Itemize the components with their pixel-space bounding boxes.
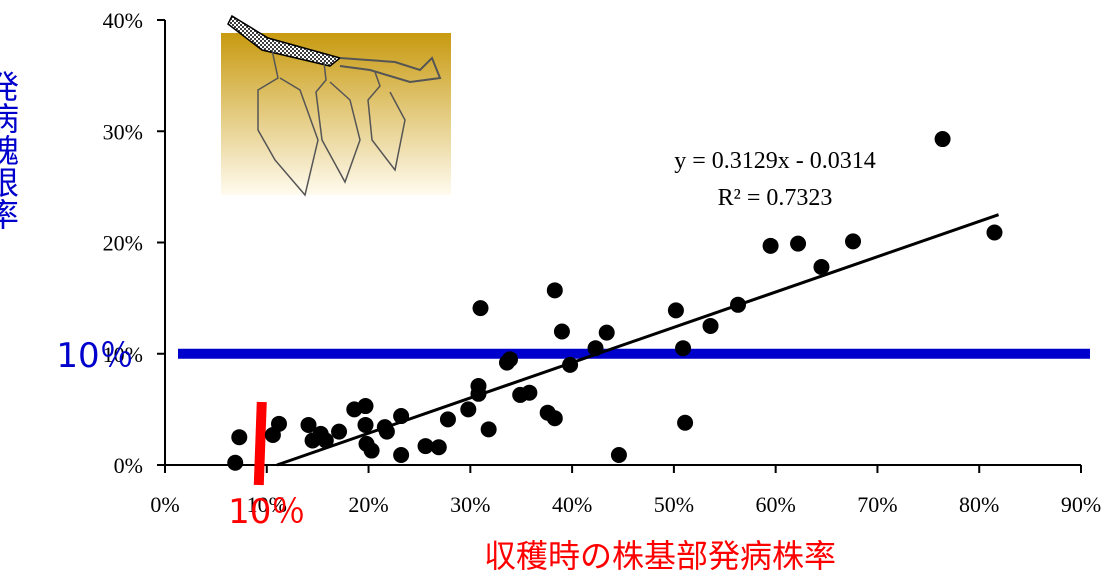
- point: [331, 424, 347, 440]
- reference-label: 10％: [228, 492, 305, 532]
- x-tick-label: 80%: [959, 492, 999, 517]
- x-tick-label: 70%: [857, 492, 897, 517]
- point: [935, 131, 951, 147]
- point: [440, 411, 456, 427]
- y-tick-label: 30%: [103, 119, 143, 144]
- reference-label: 10％: [56, 336, 133, 376]
- x-tick-label: 40%: [552, 492, 592, 517]
- point: [675, 340, 691, 356]
- point: [227, 455, 243, 471]
- point: [460, 401, 476, 417]
- inset-illustration: [221, 16, 451, 195]
- point: [845, 233, 861, 249]
- point: [730, 297, 746, 313]
- point: [790, 236, 806, 252]
- point: [481, 421, 497, 437]
- point: [547, 410, 563, 426]
- reference-mark: [259, 402, 262, 485]
- point: [473, 300, 489, 316]
- y-axis-label: 発病塊根率: [0, 70, 20, 230]
- point: [358, 417, 374, 433]
- point: [554, 324, 570, 340]
- x-tick-label: 20%: [348, 492, 388, 517]
- point: [271, 416, 287, 432]
- point: [318, 433, 334, 449]
- point: [502, 351, 518, 367]
- point: [599, 325, 615, 341]
- y-tick-label: 40%: [103, 8, 143, 33]
- x-tick-label: 50%: [654, 492, 694, 517]
- point: [986, 224, 1002, 240]
- equation: y = 0.3129x - 0.0314: [674, 148, 876, 174]
- point: [813, 259, 829, 275]
- point: [588, 340, 604, 356]
- point: [358, 398, 374, 414]
- y-tick-label: 20%: [103, 231, 143, 256]
- x-tick-label: 30%: [450, 492, 490, 517]
- r-squared: R² = 0.7323: [718, 185, 833, 211]
- point: [393, 408, 409, 424]
- x-tick-label: 0%: [150, 492, 179, 517]
- x-tick-label: 90%: [1061, 492, 1101, 517]
- page: {"chart_data":{"type":"scatter", "x_labe…: [0, 0, 1116, 586]
- y-tick-label: 0%: [114, 453, 143, 478]
- point: [668, 302, 684, 318]
- point: [677, 415, 693, 431]
- point: [521, 385, 537, 401]
- point: [547, 282, 563, 298]
- point: [470, 386, 486, 402]
- point: [364, 443, 380, 459]
- point: [231, 429, 247, 445]
- point: [393, 447, 409, 463]
- x-tick-label: 60%: [756, 492, 796, 517]
- point: [763, 238, 779, 254]
- point: [431, 439, 447, 455]
- point: [703, 318, 719, 334]
- x-axis-label: 収穫時の株基部発病株率: [484, 537, 836, 575]
- chart: 発病塊根率 収穫時の株基部発病株率 y = 0.3129x - 0.0314 R…: [0, 0, 1116, 586]
- point: [562, 357, 578, 373]
- point: [379, 424, 395, 440]
- point: [611, 447, 627, 463]
